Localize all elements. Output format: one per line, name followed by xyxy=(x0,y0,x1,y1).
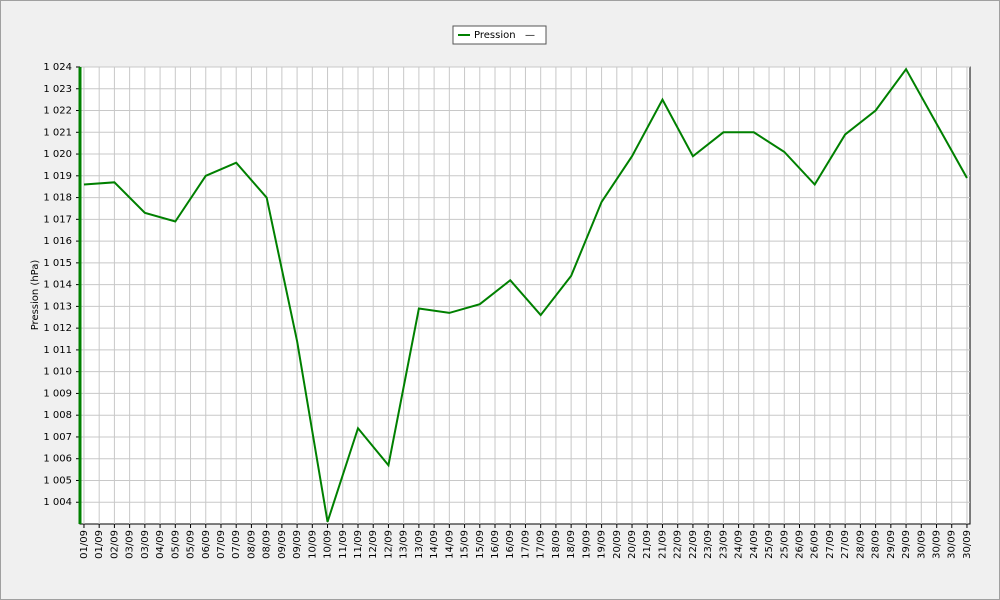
x-tick-label: 21/09 xyxy=(657,530,668,559)
x-tick-label: 05/09 xyxy=(170,530,181,559)
y-tick-label: 1 024 xyxy=(43,62,72,73)
y-tick-label: 1 018 xyxy=(43,193,72,204)
x-tick-label: 15/09 xyxy=(460,530,471,559)
x-tick-label: 10/09 xyxy=(307,530,318,559)
x-tick-label: 02/09 xyxy=(109,530,120,559)
x-tick-label: 26/09 xyxy=(810,530,821,559)
x-tick-label: 18/09 xyxy=(551,530,562,559)
y-tick-label: 1 012 xyxy=(43,323,72,334)
y-tick-label: 1 015 xyxy=(43,258,72,269)
x-tick-label: 16/09 xyxy=(505,530,516,559)
x-tick-label: 23/09 xyxy=(718,530,729,559)
y-tick-label: 1 021 xyxy=(43,127,72,138)
y-tick-label: 1 007 xyxy=(43,432,72,443)
y-tick-label: 1 016 xyxy=(43,236,72,247)
x-tick-label: 08/09 xyxy=(262,530,273,559)
x-tick-label: 20/09 xyxy=(627,530,638,559)
x-tick-label: 27/09 xyxy=(825,530,836,559)
x-tick-label: 29/09 xyxy=(886,530,897,559)
y-tick-label: 1 017 xyxy=(43,214,72,225)
x-tick-label: 22/09 xyxy=(673,530,684,559)
x-tick-label: 17/09 xyxy=(520,530,531,559)
x-tick-label: 30/09 xyxy=(932,530,943,559)
legend: Pression — xyxy=(452,25,547,45)
x-tick-label: 30/09 xyxy=(916,530,927,559)
x-tick-label: 24/09 xyxy=(749,530,760,559)
x-tick-label: 05/09 xyxy=(186,530,197,559)
x-tick-label: 03/09 xyxy=(125,530,136,559)
x-tick-label: 17/09 xyxy=(536,530,547,559)
y-tick-label: 1 009 xyxy=(43,388,72,399)
x-tick-label: 30/09 xyxy=(962,530,973,559)
y-tick-label: 1 023 xyxy=(43,84,72,95)
y-tick-label: 1 014 xyxy=(43,280,72,291)
x-tick-label: 19/09 xyxy=(581,530,592,559)
x-tick-label: 13/09 xyxy=(414,530,425,559)
x-tick-label: 21/09 xyxy=(642,530,653,559)
y-tick-label: 1 013 xyxy=(43,301,72,312)
x-tick-label: 19/09 xyxy=(597,530,608,559)
x-tick-label: 28/09 xyxy=(855,530,866,559)
x-tick-label: 30/09 xyxy=(947,530,958,559)
x-tick-label: 23/09 xyxy=(703,530,714,559)
x-tick-label: 09/09 xyxy=(277,530,288,559)
x-tick-label: 08/09 xyxy=(246,530,257,559)
x-tick-label: 16/09 xyxy=(490,530,501,559)
x-tick-label: 27/09 xyxy=(840,530,851,559)
x-tick-label: 01/09 xyxy=(79,530,90,559)
x-tick-label: 26/09 xyxy=(794,530,805,559)
legend-note: — xyxy=(525,30,535,41)
x-tick-label: 28/09 xyxy=(871,530,882,559)
y-tick-label: 1 004 xyxy=(43,497,72,508)
x-tick-label: 25/09 xyxy=(764,530,775,559)
x-tick-label: 12/09 xyxy=(368,530,379,559)
x-tick-label: 11/09 xyxy=(338,530,349,559)
data-line xyxy=(83,67,968,523)
y-tick-label: 1 005 xyxy=(43,475,72,486)
x-tick-label: 12/09 xyxy=(383,530,394,559)
legend-box xyxy=(452,25,547,45)
x-tick-label: 06/09 xyxy=(201,530,212,559)
x-tick-label: 18/09 xyxy=(566,530,577,559)
x-tick-label: 11/09 xyxy=(353,530,364,559)
x-tick-label: 14/09 xyxy=(444,530,455,559)
x-tick-label: 25/09 xyxy=(779,530,790,559)
y-tick-label: 1 008 xyxy=(43,410,72,421)
x-tick-label: 07/09 xyxy=(231,530,242,559)
x-tick-label: 09/09 xyxy=(292,530,303,559)
y-tick-label: 1 011 xyxy=(43,345,72,356)
x-tick-label: 01/09 xyxy=(94,530,105,559)
x-tick-label: 04/09 xyxy=(155,530,166,559)
y-tick-label: 1 020 xyxy=(43,149,72,160)
y-tick-label: 1 022 xyxy=(43,106,72,117)
x-tick-label: 15/09 xyxy=(475,530,486,559)
x-tick-label: 13/09 xyxy=(399,530,410,559)
x-tick-label: 24/09 xyxy=(734,530,745,559)
y-tick-label: 1 019 xyxy=(43,171,72,182)
y-tick-label: 1 010 xyxy=(43,367,72,378)
x-tick-label: 22/09 xyxy=(688,530,699,559)
y-axis-label: Pression (hPa) xyxy=(30,260,41,331)
x-tick-label: 03/09 xyxy=(140,530,151,559)
x-tick-label: 10/09 xyxy=(323,530,334,559)
y-tick-label: 1 006 xyxy=(43,454,72,465)
x-tick-label: 20/09 xyxy=(612,530,623,559)
x-tick-label: 07/09 xyxy=(216,530,227,559)
x-tick-label: 14/09 xyxy=(429,530,440,559)
x-tick-label: 29/09 xyxy=(901,530,912,559)
legend-label: Pression xyxy=(474,30,516,41)
